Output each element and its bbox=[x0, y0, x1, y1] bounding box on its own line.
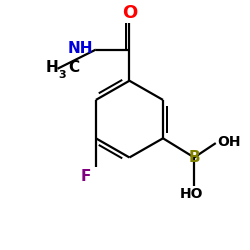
Text: HO: HO bbox=[180, 188, 204, 202]
Text: NH: NH bbox=[68, 41, 94, 56]
Text: C: C bbox=[68, 60, 80, 75]
Text: O: O bbox=[122, 4, 137, 22]
Text: 3: 3 bbox=[59, 70, 66, 80]
Text: H: H bbox=[46, 60, 59, 75]
Text: B: B bbox=[188, 150, 200, 165]
Text: F: F bbox=[81, 170, 91, 184]
Text: OH: OH bbox=[217, 135, 240, 149]
